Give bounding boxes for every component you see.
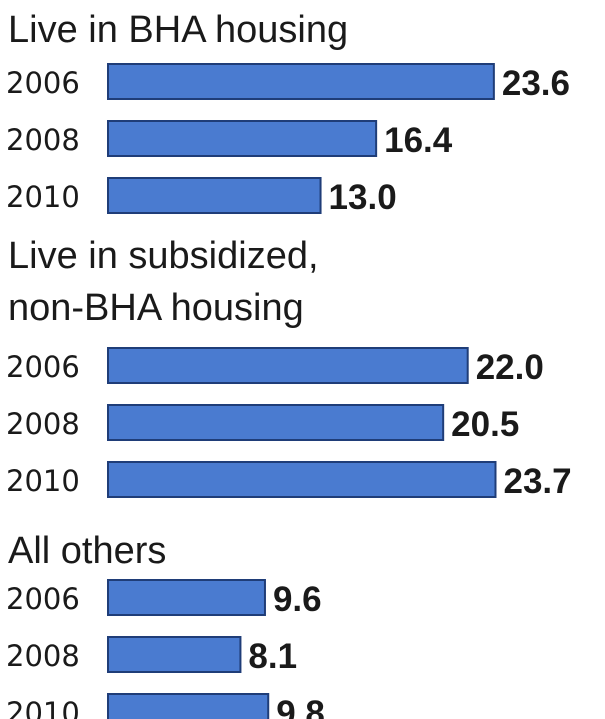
year-label: 2008 [6,407,80,441]
year-label: 2010 [6,696,80,719]
bar-group: Live in subsidized, non-BHA housing 2006 22… [6,235,572,501]
value-label: 8.1 [248,637,297,676]
group-title: non-BHA housing [8,287,304,329]
value-label: 13.0 [329,178,397,217]
bar-group: Live in BHA housing 2006 23.6 2008 16.4 2010 1… [6,9,570,217]
value-label: 20.5 [451,405,519,444]
year-label: 2006 [6,66,80,100]
group-title: All others [8,530,166,572]
value-label: 23.6 [502,64,570,103]
value-label: 16.4 [384,121,453,160]
bar [107,177,322,214]
year-label: 2006 [6,582,80,616]
year-label: 2010 [6,180,80,214]
bar [107,63,495,100]
bar [107,347,469,384]
value-label: 22.0 [476,348,544,387]
bar [107,120,378,157]
bar [107,404,445,441]
group-title: Live in BHA housing [8,9,348,51]
bar [107,636,242,673]
year-label: 2008 [6,639,80,673]
bar [107,461,497,498]
year-label: 2006 [6,350,80,384]
bar [107,693,270,719]
year-label: 2008 [6,123,80,157]
value-label: 23.7 [503,462,571,501]
year-label: 2010 [6,464,80,498]
group-title: Live in subsidized, [8,235,319,277]
bar [107,579,266,616]
bar-group: All others 2006 9.6 2008 8.1 2010 9.8 [6,530,325,719]
value-label: 9.8 [276,694,325,719]
value-label: 9.6 [273,580,322,619]
